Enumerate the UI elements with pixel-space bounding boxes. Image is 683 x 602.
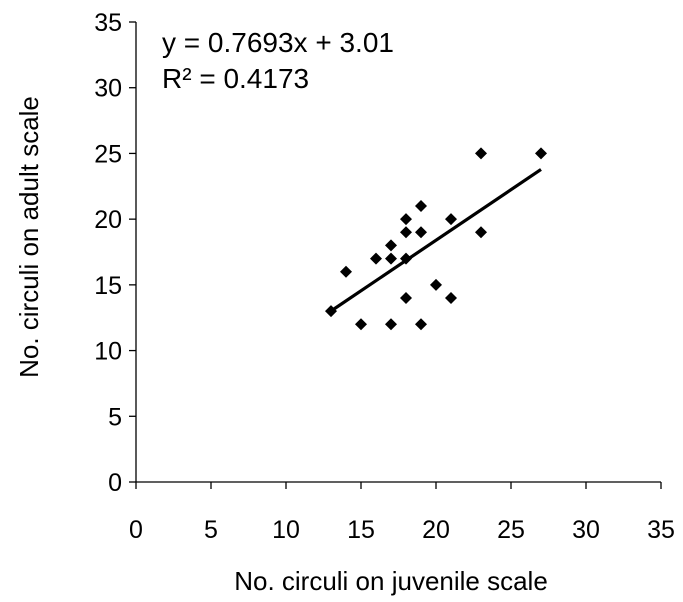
x-tick-label: 35: [647, 516, 675, 544]
y-tick-label: 15: [94, 272, 122, 300]
r-squared-label: R² = 0.4173: [162, 63, 309, 94]
data-point: [370, 252, 382, 265]
y-axis-title: No. circuli on adult scale: [14, 96, 44, 378]
data-point: [535, 147, 547, 160]
data-point: [400, 292, 412, 304]
data-point: [355, 318, 367, 331]
data-point: [340, 265, 352, 278]
data-point: [445, 292, 457, 304]
y-tick-label: 0: [108, 469, 122, 497]
axes: [135, 22, 661, 483]
equation-label: y = 0.7693x + 3.01: [162, 27, 394, 58]
x-tick-label: 10: [272, 516, 300, 544]
data-point: [475, 147, 487, 160]
trendline: [330, 168, 542, 313]
data-point: [400, 226, 412, 239]
x-tick-label: 25: [497, 516, 525, 544]
x-tick-label: 0: [129, 516, 143, 544]
data-point: [430, 278, 442, 291]
data-point: [385, 252, 397, 265]
trendline-group: [330, 168, 542, 313]
y-tick-label: 30: [94, 75, 122, 103]
x-ticks: 0 5 10 15 20 25 30 35: [129, 482, 675, 544]
data-point: [400, 213, 412, 226]
data-points: [325, 147, 547, 331]
data-point: [475, 226, 487, 239]
x-tick-label: 20: [422, 516, 450, 544]
x-tick-label: 5: [204, 516, 218, 544]
x-axis-title: No. circuli on juvenile scale: [234, 566, 548, 596]
data-point: [385, 318, 397, 331]
y-tick-label: 25: [94, 140, 122, 168]
y-ticks: 0 5 10 15 20 25 30 35: [94, 9, 136, 497]
data-point: [415, 226, 427, 239]
y-tick-label: 20: [94, 206, 122, 234]
data-point: [415, 318, 427, 331]
data-point: [415, 200, 427, 212]
y-tick-label: 10: [94, 338, 122, 366]
data-point: [325, 305, 337, 318]
x-tick-label: 30: [572, 516, 600, 544]
y-tick-label: 5: [108, 403, 122, 431]
data-point: [400, 252, 412, 265]
data-point: [385, 239, 397, 252]
x-tick-label: 15: [347, 516, 375, 544]
y-tick-label: 35: [94, 9, 122, 37]
data-point: [445, 213, 457, 226]
